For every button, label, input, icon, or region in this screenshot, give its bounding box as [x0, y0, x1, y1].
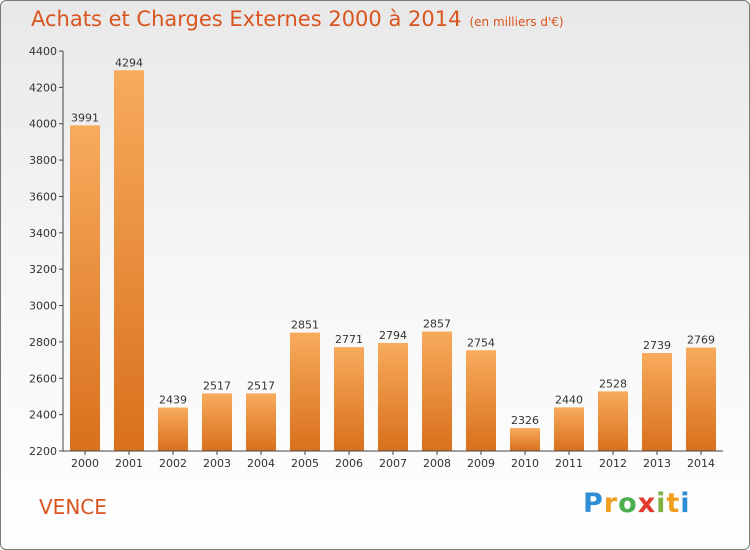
bar: [114, 70, 144, 451]
x-tick-label: 2004: [247, 457, 275, 470]
bar: [422, 331, 452, 451]
bar: [466, 350, 496, 451]
y-tick-label: 3600: [29, 190, 57, 203]
x-tick-label: 2005: [291, 457, 319, 470]
y-tick-label: 3400: [29, 227, 57, 240]
logo-letter: P: [583, 488, 604, 519]
bar: [290, 332, 320, 451]
x-tick-label: 2009: [467, 457, 495, 470]
x-tick-label: 2003: [203, 457, 231, 470]
x-tick-label: 2008: [423, 457, 451, 470]
x-tick-label: 2006: [335, 457, 363, 470]
bar-value-label: 2439: [159, 394, 187, 407]
y-tick-label: 2800: [29, 336, 57, 349]
logo-letter: i: [680, 488, 691, 519]
logo-letter: i: [656, 488, 667, 519]
bar: [246, 393, 276, 451]
bar-value-label: 3991: [71, 111, 99, 124]
bar-value-label: 2857: [423, 318, 451, 331]
bar: [334, 347, 364, 451]
bar: [554, 407, 584, 451]
y-tick-label: 2400: [29, 409, 57, 422]
x-tick-label: 2001: [115, 457, 143, 470]
y-tick-label: 2600: [29, 372, 57, 385]
bar-value-label: 2739: [643, 339, 671, 352]
bar: [598, 391, 628, 451]
x-tick-label: 2011: [555, 457, 583, 470]
x-tick-label: 2002: [159, 457, 187, 470]
bar: [686, 347, 716, 451]
y-tick-label: 3200: [29, 263, 57, 276]
bar-value-label: 2851: [291, 319, 319, 332]
bar-value-label: 2769: [687, 334, 715, 347]
bar-value-label: 4294: [115, 56, 143, 69]
bar: [378, 343, 408, 451]
y-tick-label: 4200: [29, 81, 57, 94]
chart-subtitle: (en milliers d'€): [469, 15, 564, 29]
bar-value-label: 2517: [247, 379, 275, 392]
title-text: Achats et Charges Externes 2000 à 2014: [31, 7, 462, 31]
x-tick-label: 2012: [599, 457, 627, 470]
y-tick-label: 3000: [29, 300, 57, 313]
bar: [510, 428, 540, 451]
x-tick-label: 2014: [687, 457, 715, 470]
x-tick-label: 2013: [643, 457, 671, 470]
logo-letter: o: [618, 488, 638, 519]
y-tick-label: 3800: [29, 154, 57, 167]
bar-value-label: 2440: [555, 393, 583, 406]
y-tick-label: 4000: [29, 118, 57, 131]
y-tick-label: 4400: [29, 45, 57, 58]
bar-value-label: 2771: [335, 333, 363, 346]
bar: [642, 353, 672, 451]
y-tick-label: 2200: [29, 445, 57, 458]
logo-letter: x: [637, 488, 657, 519]
chart-title: Achats et Charges Externes 2000 à 2014 (e…: [31, 7, 564, 31]
bar: [202, 393, 232, 451]
city-name: VENCE: [39, 495, 107, 519]
x-tick-label: 2010: [511, 457, 539, 470]
bar-value-label: 2528: [599, 377, 627, 390]
bar: [70, 125, 100, 451]
bar-value-label: 2326: [511, 414, 539, 427]
proxiti-logo[interactable]: Proxiti: [583, 488, 691, 519]
bar-value-label: 2794: [379, 329, 407, 342]
logo-letter: t: [666, 488, 681, 519]
bar: [158, 407, 188, 451]
x-tick-label: 2000: [71, 457, 99, 470]
x-tick-label: 2007: [379, 457, 407, 470]
bar-value-label: 2754: [467, 336, 495, 349]
bar-value-label: 2517: [203, 379, 231, 392]
logo-letter: r: [603, 488, 619, 519]
